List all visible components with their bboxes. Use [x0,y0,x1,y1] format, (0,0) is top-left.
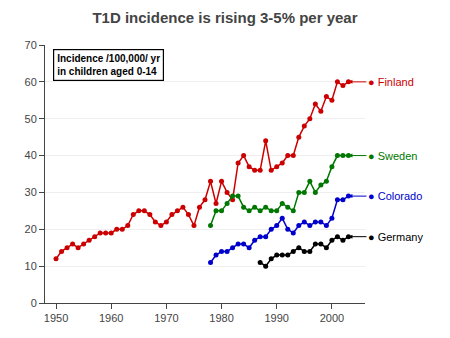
svg-text:0: 0 [31,297,37,309]
svg-text:1970: 1970 [154,312,178,324]
svg-text:● Finland: ● Finland [368,76,414,88]
svg-text:1980: 1980 [209,312,233,324]
svg-text:1960: 1960 [99,312,123,324]
svg-text:10: 10 [25,260,37,272]
svg-text:60: 60 [25,76,37,88]
svg-text:Incidence /100,000/ yrin child: Incidence /100,000/ yrin children aged 0… [57,53,160,77]
svg-text:● Germany: ● Germany [368,231,423,243]
svg-text:1990: 1990 [264,312,288,324]
svg-text:50: 50 [25,113,37,125]
svg-text:40: 40 [25,149,37,161]
svg-text:30: 30 [25,186,37,198]
svg-text:20: 20 [25,223,37,235]
svg-text:2000: 2000 [320,312,344,324]
svg-text:70: 70 [25,39,37,51]
svg-text:T1D incidence is rising 3-5% p: T1D incidence is rising 3-5% per year [92,9,357,26]
svg-text:● Sweden: ● Sweden [368,150,417,162]
svg-text:● Colorado: ● Colorado [368,190,422,202]
svg-text:1950: 1950 [44,312,68,324]
